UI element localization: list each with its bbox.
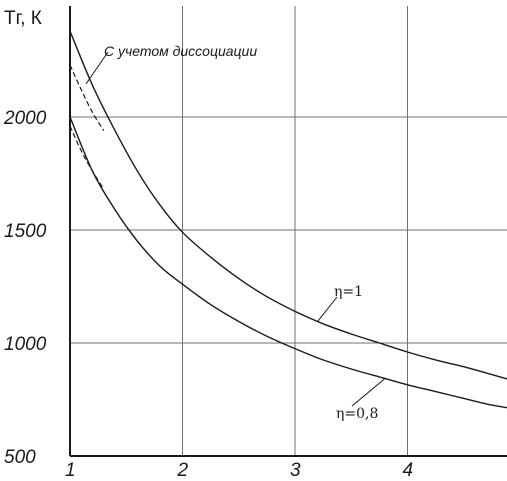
x-tick-label: 4 [403,460,414,481]
dissociation-annotation: С учетом диссоциации [104,43,257,59]
series-label-eta-0-8: η=0,8 [336,406,378,422]
curves [69,30,507,409]
tick-labels: 50010001500200012345 [3,108,414,481]
y-tick-label: 1500 [4,221,47,242]
dissociation-leader-line [85,51,109,85]
y-tick-label: 2000 [3,108,47,129]
x-tick-label: 1 [65,460,76,481]
eta-0-8-leader-line [351,378,386,407]
series-dissociation-upper-dashed [69,64,105,131]
x-tick-label: 2 [177,460,189,481]
eta-1-leader-line [317,296,338,322]
axes [69,6,507,457]
series-dissociation-lower-dashed [69,125,105,190]
y-axis-label: Тг, К [4,8,42,29]
series-eta-0-8-line [69,116,507,409]
annotations: С учетом диссоциации η=1 η=0,8 [85,43,386,422]
grid [70,6,507,456]
y-tick-label: 500 [4,447,36,468]
series-label-eta-1: η=1 [334,284,363,300]
series-eta-1-line [69,30,507,380]
x-tick-label: 3 [290,460,301,481]
y-tick-label: 1000 [4,334,47,355]
